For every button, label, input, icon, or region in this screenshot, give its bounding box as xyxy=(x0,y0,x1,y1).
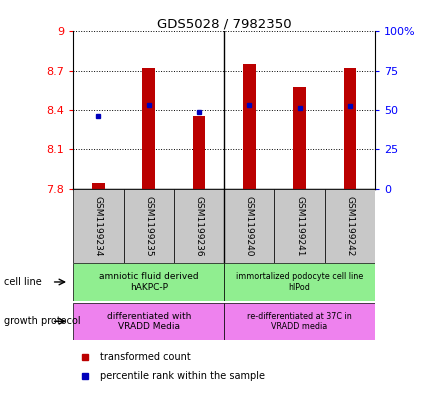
Text: percentile rank within the sample: percentile rank within the sample xyxy=(100,371,265,382)
Text: GSM1199234: GSM1199234 xyxy=(94,196,103,256)
Text: immortalized podocyte cell line
hIPod: immortalized podocyte cell line hIPod xyxy=(235,272,362,292)
Text: differentiated with
VRADD Media: differentiated with VRADD Media xyxy=(106,312,190,331)
Text: GSM1199240: GSM1199240 xyxy=(244,196,253,256)
Text: GSM1199241: GSM1199241 xyxy=(295,196,303,256)
Bar xyxy=(173,189,224,263)
Text: amniotic fluid derived
hAKPC-P: amniotic fluid derived hAKPC-P xyxy=(98,272,198,292)
Text: transformed count: transformed count xyxy=(100,351,191,362)
Bar xyxy=(324,189,374,263)
Bar xyxy=(142,68,155,189)
Text: GSM1199236: GSM1199236 xyxy=(194,196,203,256)
Bar xyxy=(92,184,104,189)
Bar xyxy=(224,263,374,301)
Text: re-differentiated at 37C in
VRADD media: re-differentiated at 37C in VRADD media xyxy=(246,312,351,331)
Title: GDS5028 / 7982350: GDS5028 / 7982350 xyxy=(157,17,291,30)
Bar xyxy=(343,68,355,189)
Bar xyxy=(73,263,224,301)
Bar xyxy=(73,303,224,340)
Bar xyxy=(123,189,173,263)
Text: growth protocol: growth protocol xyxy=(4,316,81,326)
Bar xyxy=(292,87,305,189)
Bar xyxy=(243,64,255,189)
Bar xyxy=(224,303,374,340)
Text: GSM1199242: GSM1199242 xyxy=(344,196,353,256)
Bar xyxy=(224,189,274,263)
Bar xyxy=(192,116,205,189)
Text: GSM1199235: GSM1199235 xyxy=(144,196,153,256)
Text: cell line: cell line xyxy=(4,277,42,287)
Bar xyxy=(274,189,324,263)
Bar xyxy=(73,189,123,263)
